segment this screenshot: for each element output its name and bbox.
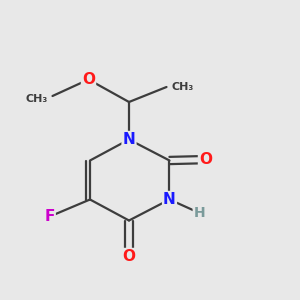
Text: N: N xyxy=(163,192,176,207)
Text: CH₃: CH₃ xyxy=(26,94,48,104)
Text: O: O xyxy=(122,249,136,264)
Text: N: N xyxy=(123,132,135,147)
Text: CH₃: CH₃ xyxy=(171,82,193,92)
Text: O: O xyxy=(199,152,212,167)
Text: F: F xyxy=(44,209,55,224)
Text: O: O xyxy=(82,72,95,87)
Text: H: H xyxy=(194,206,205,220)
